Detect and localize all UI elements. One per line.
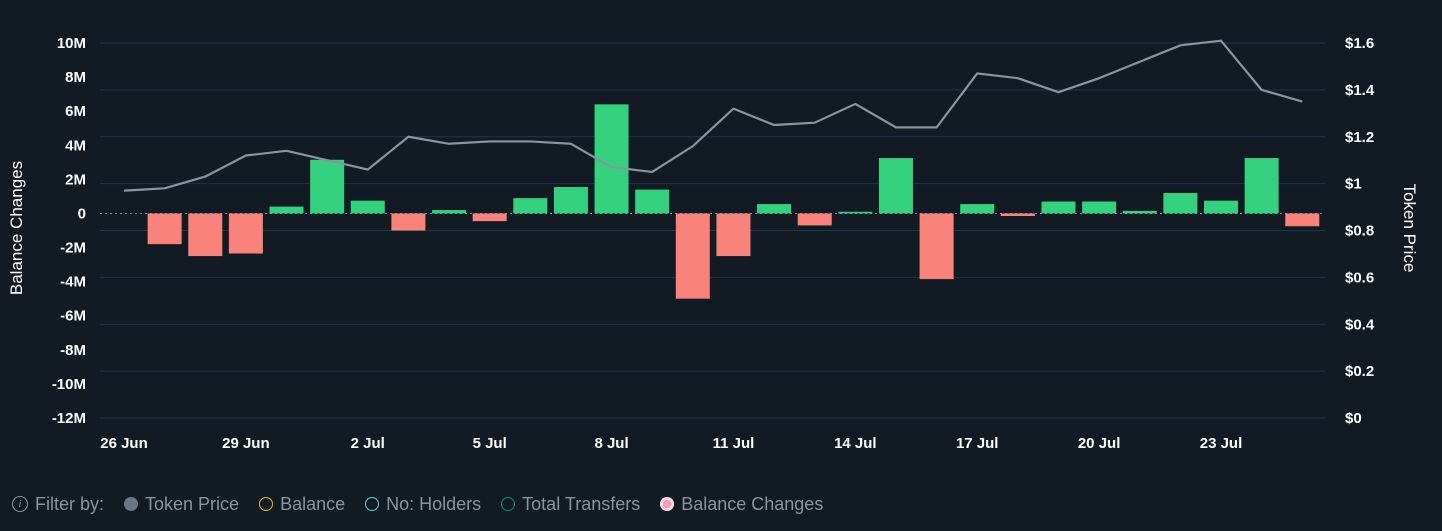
grid-lines	[100, 42, 1325, 419]
x-tick-label: 2 Jul	[351, 435, 385, 452]
info-icon[interactable]: i	[12, 496, 28, 512]
left-tick-label: -6M	[60, 308, 86, 325]
balance-change-bar[interactable]	[310, 159, 345, 214]
balance-change-bar[interactable]	[1041, 201, 1076, 214]
legend-label: Total Transfers	[522, 493, 641, 514]
balance-change-bar[interactable]	[391, 213, 426, 231]
right-tick-label: $1.6	[1345, 35, 1374, 52]
left-axis-title: Balance Changes	[7, 161, 26, 295]
legend-item-balance[interactable]: Balance	[259, 494, 345, 515]
legend-filter-bar: i Filter by: Token Price Balance No: Hol…	[12, 490, 823, 518]
x-tick-label: 8 Jul	[594, 435, 628, 452]
balance-change-bar[interactable]	[1163, 193, 1198, 214]
right-axis-ticks: $1.6 $1.4 $1.2 $1 $0.8 $0.6 $0.4 $0.2 $0	[1345, 35, 1375, 427]
legend-item-balance-changes[interactable]: Balance Changes	[660, 494, 823, 515]
transfers-dot-icon	[501, 497, 516, 511]
balance-change-bar[interactable]	[716, 213, 751, 257]
balance-change-bar[interactable]	[594, 104, 629, 214]
right-tick-label: $0.6	[1345, 269, 1374, 286]
x-tick-label: 29 Jun	[222, 435, 270, 452]
balance-change-bar[interactable]	[1082, 201, 1117, 214]
balance-changes-bars	[147, 104, 1320, 299]
balance-change-bar[interactable]	[675, 213, 710, 299]
balance-change-bar[interactable]	[553, 187, 588, 214]
left-tick-label: 8M	[65, 69, 86, 86]
right-tick-label: $0.8	[1345, 223, 1374, 240]
right-tick-label: $1.2	[1345, 129, 1374, 146]
balance-change-bar[interactable]	[797, 213, 832, 226]
left-axis-ticks: 10M 8M 6M 4M 2M 0 -2M -4M -6M -8M -10M -12M	[52, 35, 86, 427]
balance-change-bar[interactable]	[472, 213, 507, 222]
balance-change-bar[interactable]	[513, 198, 548, 214]
right-tick-label: $0	[1345, 410, 1362, 427]
balance-change-bar[interactable]	[228, 213, 263, 254]
legend-label: Balance	[280, 493, 346, 514]
left-tick-label: -8M	[60, 342, 86, 359]
legend-label: Balance Changes	[681, 493, 824, 514]
balance-change-bar[interactable]	[269, 206, 304, 214]
balance-change-bar[interactable]	[432, 210, 467, 214]
x-tick-label: 14 Jul	[834, 435, 877, 452]
balance-change-bar[interactable]	[838, 211, 873, 214]
right-axis-title: Token Price	[1400, 184, 1419, 273]
left-tick-label: 6M	[65, 103, 86, 120]
x-tick-label: 17 Jul	[956, 435, 999, 452]
filter-by-label: Filter by:	[35, 493, 105, 514]
balance-change-bar[interactable]	[1204, 200, 1239, 214]
legend-label: No: Holders	[386, 493, 482, 514]
holders-dot-icon	[365, 497, 380, 511]
filter-by: i Filter by:	[12, 494, 104, 515]
right-tick-label: $1.4	[1345, 82, 1375, 99]
left-tick-label: 4M	[65, 137, 86, 154]
balance-change-bar[interactable]	[1000, 213, 1035, 217]
left-tick-label: -2M	[60, 240, 86, 257]
x-axis-ticks: 26 Jun 29 Jun 2 Jul 5 Jul 8 Jul 11 Jul 14 Jul 1…	[100, 435, 1242, 452]
balance-change-bar[interactable]	[1244, 158, 1279, 214]
legend-label: Token Price	[145, 493, 240, 514]
balance-change-bar[interactable]	[919, 213, 954, 280]
right-tick-label: $0.4	[1345, 316, 1375, 333]
x-tick-label: 5 Jul	[473, 435, 507, 452]
x-tick-label: 20 Jul	[1078, 435, 1121, 452]
legend-item-token-price[interactable]: Token Price	[124, 494, 239, 515]
token-price-dot-icon	[124, 497, 139, 511]
balance-change-bar[interactable]	[635, 189, 670, 214]
left-tick-label: -12M	[52, 410, 86, 427]
balance-change-bar[interactable]	[960, 204, 995, 214]
balance-change-bar[interactable]	[1122, 210, 1157, 214]
balance-dot-icon	[259, 497, 274, 511]
balance-changes-dot-icon	[660, 497, 675, 511]
balance-change-bar[interactable]	[1285, 213, 1320, 227]
balance-change-bar[interactable]	[188, 213, 223, 257]
right-tick-label: $1	[1345, 176, 1362, 193]
token-price-series	[123, 39, 1303, 192]
legend-item-no-holders[interactable]: No: Holders	[365, 494, 481, 515]
x-tick-label: 26 Jun	[100, 435, 148, 452]
balance-change-bar[interactable]	[878, 158, 913, 214]
left-tick-label: -10M	[52, 376, 86, 393]
right-tick-label: $0.2	[1345, 363, 1374, 380]
balance-change-bar[interactable]	[350, 200, 385, 214]
x-tick-label: 11 Jul	[713, 435, 755, 452]
balance-change-bar[interactable]	[147, 213, 182, 245]
left-tick-label: -4M	[60, 274, 86, 291]
legend-item-total-transfers[interactable]: Total Transfers	[501, 494, 640, 515]
left-tick-label: 2M	[65, 171, 86, 188]
x-tick-label: 23 Jul	[1200, 435, 1243, 452]
left-tick-label: 10M	[57, 35, 86, 52]
balance-change-bar[interactable]	[757, 204, 792, 214]
left-tick-label: 0	[78, 205, 86, 222]
token-price-line[interactable]	[123, 39, 1303, 192]
